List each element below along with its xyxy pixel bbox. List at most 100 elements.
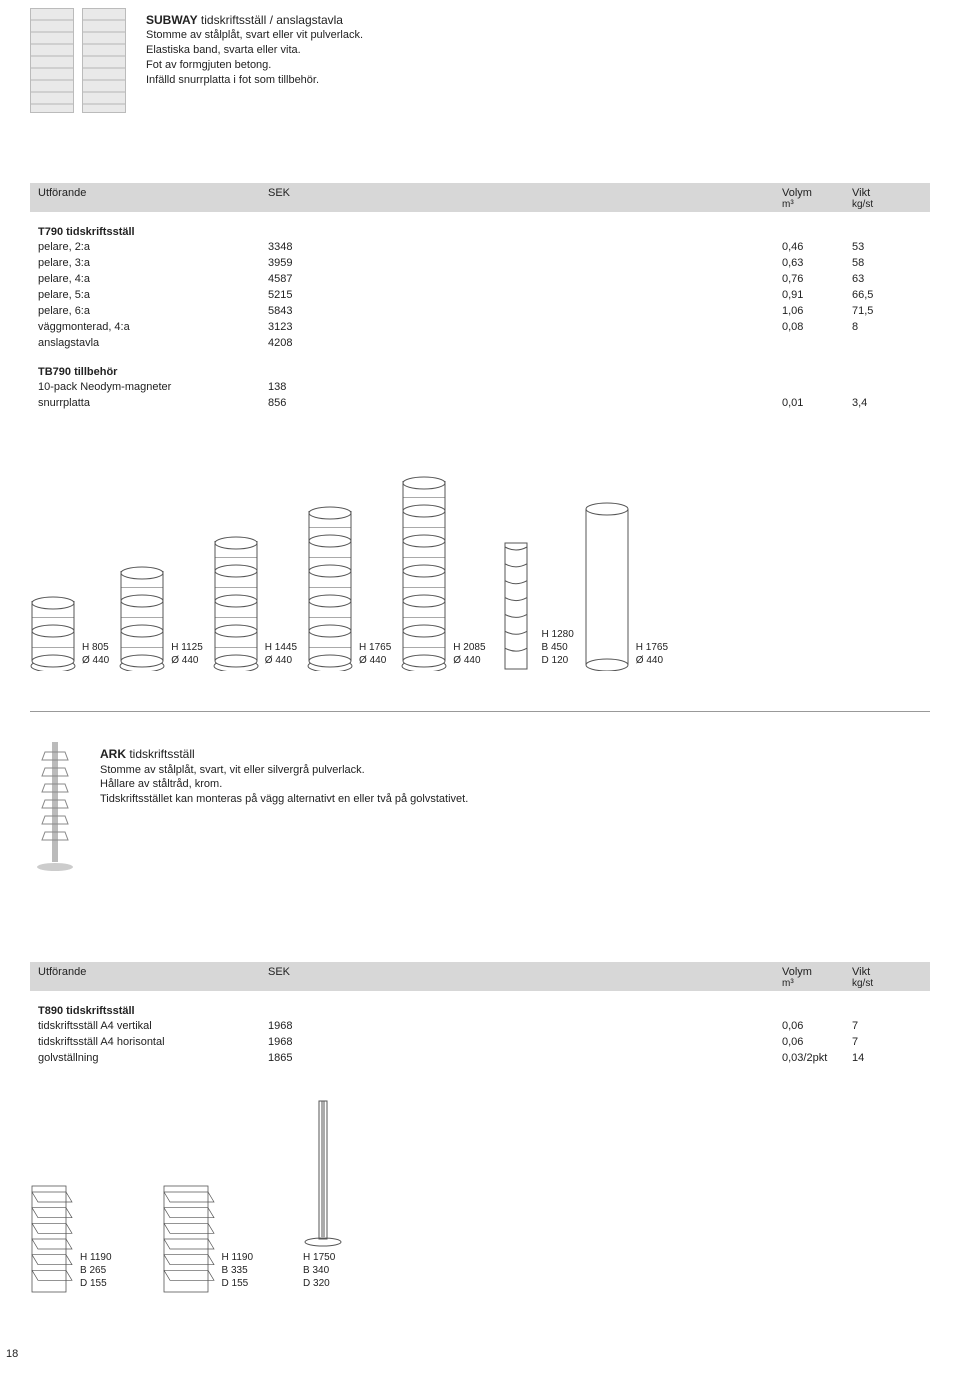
cell-vol: 0,91 <box>782 288 852 304</box>
drawing-dims: H 1765Ø 440 <box>636 641 668 671</box>
subway-line-3: Infälld snurrplatta i fot som tillbehör. <box>146 73 363 88</box>
cell-sek: 1968 <box>268 1035 428 1051</box>
ark-title-bold: ARK <box>100 747 126 761</box>
table2-header: Utförande SEK Volym m³ Vikt kg/st <box>30 962 930 991</box>
cell-name: pelare, 4:a <box>38 272 268 288</box>
cell-name: tidskriftsställ A4 vertikal <box>38 1019 268 1035</box>
th-vikt: Vikt kg/st <box>852 187 922 210</box>
t890-rows: tidskriftsställ A4 vertikal19680,067tids… <box>30 1019 930 1067</box>
table-row: pelare, 5:a52150,9166,5 <box>30 288 930 304</box>
drawing-dims: H 1750B 340D 320 <box>303 1251 335 1294</box>
drawing-svg <box>496 541 536 671</box>
cell-vol: 0,01 <box>782 396 852 412</box>
cell-name: pelare, 3:a <box>38 256 268 272</box>
ark-drawings: H 1190B 265D 155 H 1190B 335D 155 H 1750B … <box>30 1097 930 1294</box>
cell-sek: 5215 <box>268 288 428 304</box>
subway-line-0: Stomme av stålplåt, svart eller vit pulv… <box>146 28 363 43</box>
cell-vol: 1,06 <box>782 304 852 320</box>
th2-vikt: Vikt kg/st <box>852 966 922 989</box>
drawing-svg <box>584 501 630 671</box>
drawing-item: H 1765Ø 440 <box>307 501 391 671</box>
cell-sek: 138 <box>268 380 428 396</box>
drawing-dims: H 805Ø 440 <box>82 641 109 671</box>
table-row: 10-pack Neodym-magneter138 <box>30 380 930 396</box>
cell-vikt: 71,5 <box>852 304 922 320</box>
drawing-item: H 1190B 265D 155 <box>30 1184 112 1294</box>
drawing-dims: H 2085Ø 440 <box>453 641 485 671</box>
cell-sek: 1865 <box>268 1051 428 1067</box>
drawing-item: H 805Ø 440 <box>30 591 109 671</box>
tb790-rows: 10-pack Neodym-magneter138snurrplatta856… <box>30 380 930 412</box>
table1-header: Utförande SEK Volym m³ Vikt kg/st <box>30 183 930 212</box>
table-row: pelare, 4:a45870,7663 <box>30 272 930 288</box>
tb790-title: TB790 tillbehör <box>38 366 930 378</box>
t790-rows: pelare, 2:a33480,4653pelare, 3:a39590,63… <box>30 240 930 352</box>
cell-sek: 3959 <box>268 256 428 272</box>
th-utforande: Utförande <box>38 187 268 199</box>
subway-thumb-1 <box>30 8 74 113</box>
table-row: pelare, 3:a39590,6358 <box>30 256 930 272</box>
cell-vol: 0,06 <box>782 1019 852 1035</box>
drawing-item: H 1750B 340D 320 <box>303 1097 343 1294</box>
ark-title: ARK tidskriftsställ <box>100 746 468 762</box>
drawing-dims: H 1765Ø 440 <box>359 641 391 671</box>
ark-line-1: Hållare av ståltråd, krom. <box>100 777 468 792</box>
th2-sek: SEK <box>268 966 428 978</box>
cell-vikt: 3,4 <box>852 396 922 412</box>
ark-line-0: Stomme av stålplåt, svart, vit eller sil… <box>100 763 468 778</box>
drawing-svg <box>303 1097 343 1247</box>
table-row: tidskriftsställ A4 vertikal19680,067 <box>30 1019 930 1035</box>
table-row: tidskriftsställ A4 horisontal19680,067 <box>30 1035 930 1051</box>
drawing-item: H 1190B 335D 155 <box>162 1184 254 1294</box>
th2-utforande: Utförande <box>38 966 268 978</box>
ark-line-2: Tidskriftsstället kan monteras på vägg a… <box>100 792 468 807</box>
cell-sek: 5843 <box>268 304 428 320</box>
drawing-svg <box>401 471 447 671</box>
cell-vol: 0,03/2pkt <box>782 1051 852 1067</box>
cell-vikt: 53 <box>852 240 922 256</box>
cell-name: golvställning <box>38 1051 268 1067</box>
subway-description: SUBWAY tidskriftsställ / anslagstavla St… <box>146 8 363 88</box>
cell-name: pelare, 2:a <box>38 240 268 256</box>
table-row: golvställning1865 0,03/2pkt14 <box>30 1051 930 1067</box>
drawing-dims: H 1190B 265D 155 <box>80 1251 112 1294</box>
ark-title-rest: tidskriftsställ <box>126 747 195 761</box>
th-sek: SEK <box>268 187 428 199</box>
table-row: snurrplatta8560,013,4 <box>30 396 930 412</box>
cell-name: 10-pack Neodym-magneter <box>38 380 268 396</box>
drawing-item: H 1125Ø 440 <box>119 561 203 671</box>
cell-vikt: 14 <box>852 1051 922 1067</box>
t790-title: T790 tidskriftsställ <box>38 226 930 238</box>
drawing-svg <box>30 591 76 671</box>
cell-name: pelare, 5:a <box>38 288 268 304</box>
cell-name: pelare, 6:a <box>38 304 268 320</box>
th2-volym: Volym m³ <box>782 966 852 989</box>
cell-name: tidskriftsställ A4 horisontal <box>38 1035 268 1051</box>
subway-thumbs <box>30 8 126 113</box>
cell-vikt: 7 <box>852 1035 922 1051</box>
cell-sek: 4587 <box>268 272 428 288</box>
cell-sek: 856 <box>268 396 428 412</box>
drawing-svg <box>307 501 353 671</box>
drawing-dims: H 1190B 335D 155 <box>222 1251 254 1294</box>
divider <box>30 711 930 712</box>
subway-title-bold: SUBWAY <box>146 13 198 27</box>
cell-vol <box>782 380 852 396</box>
drawing-dims: H 1280B 450D 120 <box>542 628 574 671</box>
cell-vikt <box>852 380 922 396</box>
th-volym: Volym m³ <box>782 187 852 210</box>
drawing-dims: H 1445Ø 440 <box>265 641 297 671</box>
cell-name: anslagstavla <box>38 336 268 352</box>
drawing-svg <box>119 561 165 671</box>
subway-line-2: Fot av formgjuten betong. <box>146 58 363 73</box>
cell-vol: 0,76 <box>782 272 852 288</box>
cell-vikt: 58 <box>852 256 922 272</box>
ark-thumb <box>30 742 80 872</box>
cell-sek: 4208 <box>268 336 428 352</box>
ark-thumb-svg <box>30 742 80 872</box>
table-row: pelare, 2:a33480,4653 <box>30 240 930 256</box>
subway-title-rest: tidskriftsställ / anslagstavla <box>198 13 343 27</box>
t890-title: T890 tidskriftsställ <box>38 1005 930 1017</box>
subway-title: SUBWAY tidskriftsställ / anslagstavla <box>146 12 363 28</box>
subway-drawings: H 805Ø 440 H 1125Ø 440 H 1445Ø 440 H 1765Ø … <box>30 471 930 671</box>
